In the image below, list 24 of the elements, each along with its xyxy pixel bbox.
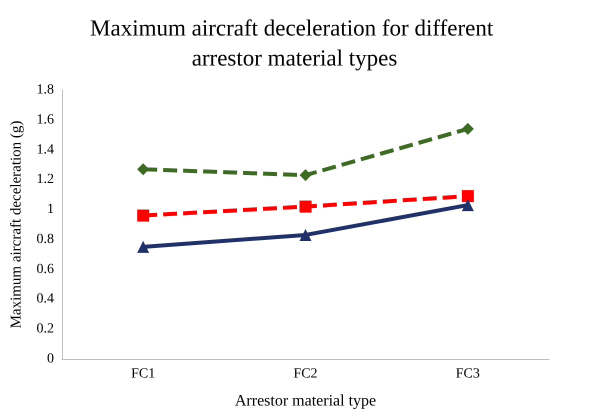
y-tick-label: 0 [47,352,54,366]
y-tick-label: 1 [47,202,54,218]
point [462,199,474,212]
y-tick-label: 0.2 [36,322,54,337]
x-axis-title: Arrestor material type [234,392,376,410]
y-tick-label: 1.4 [36,142,54,158]
y-tick-label: 1.2 [36,172,54,188]
chart-title: Maximum aircraft deceleration for different arrestor material types [90,16,499,70]
y-tick-label: 0.6 [36,262,54,277]
x-tick-label: FC3 [456,366,480,382]
y-tick-label: 1.6 [36,112,54,128]
x-tick-label: FC1 [131,366,156,382]
point [300,169,312,182]
y-axis-title: Maximum aircraft deceleration (g) [8,120,24,328]
y-tick-label: 1.8 [36,82,54,98]
y-tick-label: 0.8 [36,232,54,247]
y-tick-label: 0.4 [36,292,54,307]
point [462,122,474,135]
point [300,200,312,213]
x-tick-label: FC2 [293,366,318,382]
point [137,240,150,253]
point [300,228,312,241]
point [137,210,150,222]
point [462,190,474,202]
